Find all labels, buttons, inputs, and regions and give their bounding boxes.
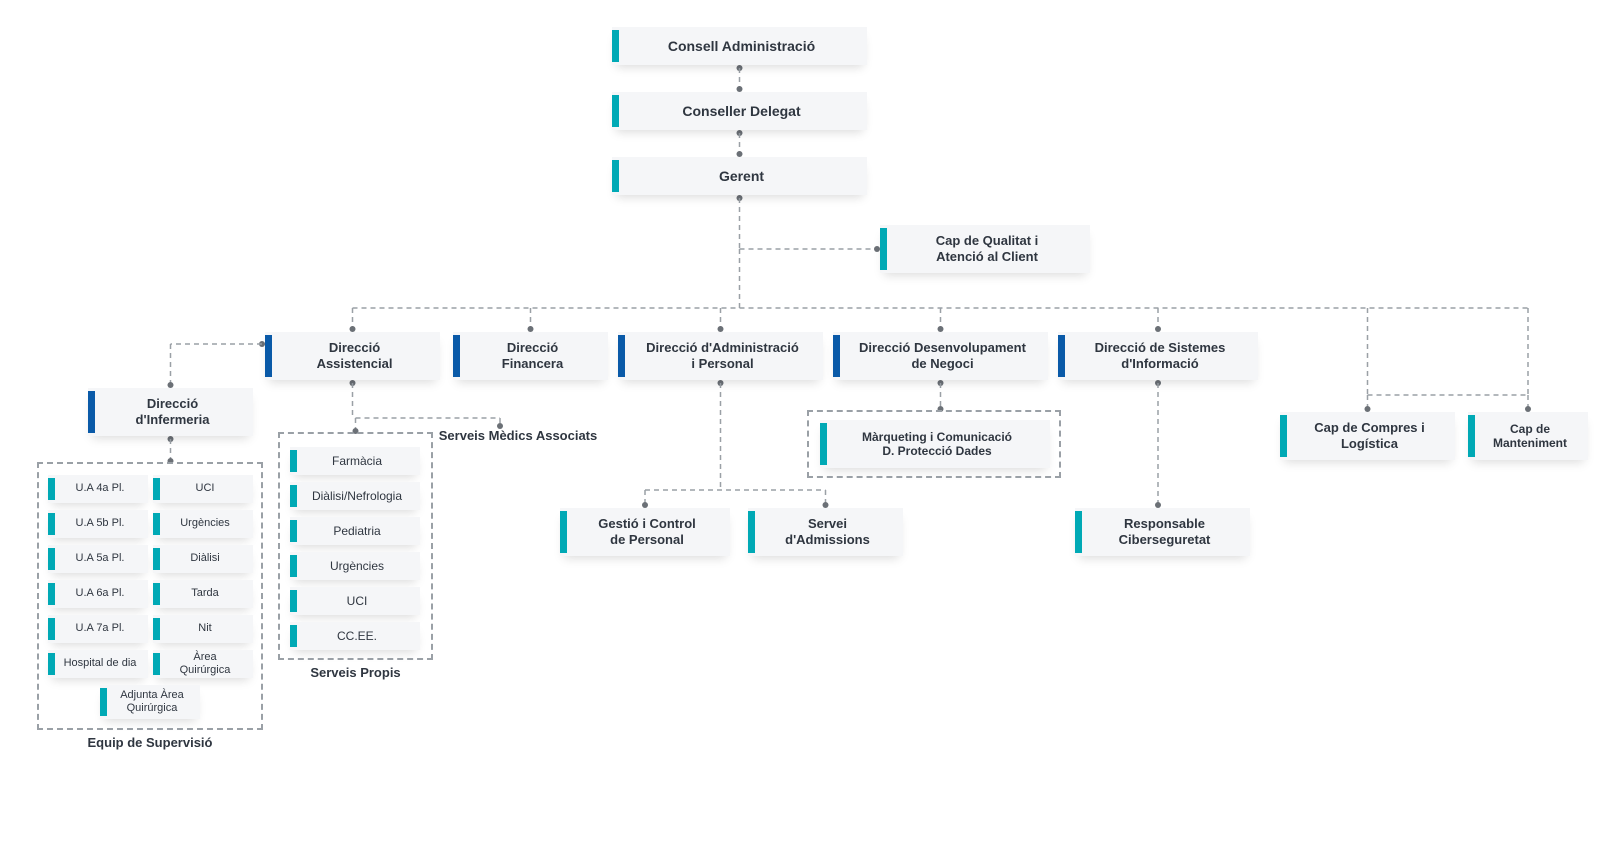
accent-bar <box>1075 511 1082 553</box>
node-label: Consell Administració <box>626 38 857 55</box>
node-finan: DireccióFinancera <box>453 332 608 380</box>
group-box-gb-marketing <box>807 410 1061 478</box>
accent-bar <box>748 511 755 553</box>
node-compres: Cap de Compres iLogística <box>1280 412 1455 460</box>
node-label: Direcciód'Infermeria <box>102 396 243 427</box>
plain-label-smassoc: Serveis Mèdics Associats <box>418 428 618 443</box>
accent-bar <box>453 335 460 377</box>
accent-bar <box>1468 415 1475 457</box>
node-ciber: ResponsableCiberseguretat <box>1075 508 1250 556</box>
accent-bar <box>612 95 619 127</box>
group-label-lbl-propis: Serveis Propis <box>278 665 433 680</box>
node-label: Direcció de Sistemesd'Informació <box>1072 340 1248 371</box>
group-label-lbl-supervisio: Equip de Supervisió <box>37 735 263 750</box>
node-label: Cap de Compres iLogística <box>1294 420 1445 451</box>
group-box-gb-supervisio <box>37 462 263 730</box>
group-box-gb-propis <box>278 432 433 660</box>
accent-bar <box>88 391 95 433</box>
node-label: Conseller Delegat <box>626 103 857 120</box>
node-label: Direcció Desenvolupamentde Negoci <box>847 340 1038 371</box>
node-gerent: Gerent <box>612 157 867 195</box>
accent-bar <box>1280 415 1287 457</box>
node-negoci: Direcció Desenvolupamentde Negoci <box>833 332 1048 380</box>
accent-bar <box>880 228 887 270</box>
node-sistemes: Direcció de Sistemesd'Informació <box>1058 332 1258 380</box>
node-consell: Consell Administració <box>612 27 867 65</box>
org-chart: Consell Administració Conseller Delegat Ge… <box>0 0 1600 843</box>
node-label: Cap de Qualitat iAtenció al Client <box>894 233 1080 264</box>
accent-bar <box>833 335 840 377</box>
node-label: ResponsableCiberseguretat <box>1089 516 1240 547</box>
node-assist: DireccióAssistencial <box>265 332 440 380</box>
accent-bar <box>618 335 625 377</box>
node-infermeria: Direcciód'Infermeria <box>88 388 253 436</box>
node-label: Direcció d'Administraciói Personal <box>632 340 813 371</box>
node-manten: Cap deManteniment <box>1468 412 1588 460</box>
node-qualitat: Cap de Qualitat iAtenció al Client <box>880 225 1090 273</box>
accent-bar <box>612 160 619 192</box>
accent-bar <box>560 511 567 553</box>
node-admin: Direcció d'Administraciói Personal <box>618 332 823 380</box>
accent-bar <box>612 30 619 62</box>
node-label: Cap deManteniment <box>1482 422 1578 451</box>
node-admiss: Serveid'Admissions <box>748 508 903 556</box>
node-label: Gerent <box>626 168 857 185</box>
node-label: DireccióFinancera <box>467 340 598 371</box>
node-gestio: Gestió i Controlde Personal <box>560 508 730 556</box>
node-label: Serveid'Admissions <box>762 516 893 547</box>
accent-bar <box>1058 335 1065 377</box>
node-label: Gestió i Controlde Personal <box>574 516 720 547</box>
node-conseller: Conseller Delegat <box>612 92 867 130</box>
node-label: DireccióAssistencial <box>279 340 430 371</box>
accent-bar <box>265 335 272 377</box>
